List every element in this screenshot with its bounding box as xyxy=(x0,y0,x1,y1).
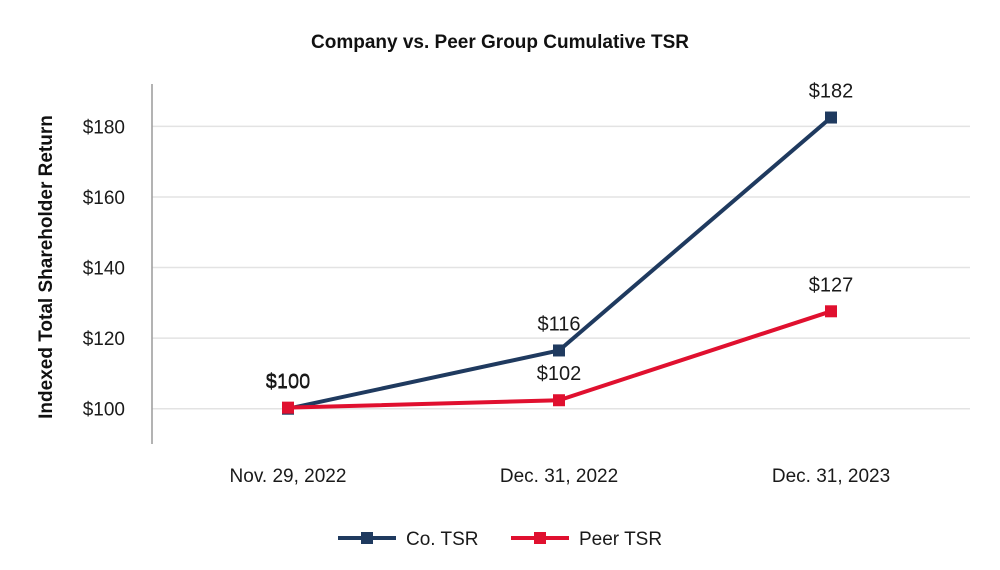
co-tsr-data-label: $116 xyxy=(537,313,580,335)
peer-tsr-marker xyxy=(553,394,565,407)
chart-title: Company vs. Peer Group Cumulative TSR xyxy=(311,32,689,53)
x-tick-label: Dec. 31, 2023 xyxy=(772,466,890,487)
legend-label: Peer TSR xyxy=(579,529,662,550)
co-tsr-data-label: $182 xyxy=(809,81,854,103)
peer-tsr-data-label: $100 xyxy=(266,371,311,393)
y-tick-label: $160 xyxy=(83,188,125,209)
co-tsr-marker xyxy=(825,111,837,124)
peer-tsr-data-label: $102 xyxy=(537,363,582,385)
co-tsr-marker xyxy=(553,344,565,357)
legend-item-peer-tsr[interactable]: Peer TSR xyxy=(511,529,662,550)
legend-marker-swatch xyxy=(361,532,373,544)
peer-tsr-marker xyxy=(282,401,294,414)
co-tsr-data-label: $100 xyxy=(266,372,311,394)
y-tick-label: $100 xyxy=(83,400,125,421)
x-tick-label: Nov. 29, 2022 xyxy=(230,466,347,487)
legend: Co. TSR Peer TSR xyxy=(338,529,662,550)
y-axis-label: Indexed Total Shareholder Return xyxy=(36,115,57,419)
legend-item-co-tsr[interactable]: Co. TSR xyxy=(338,529,479,550)
data-labels: $100$116$182$100 $102$127 xyxy=(266,81,854,394)
y-tick-labels: $100 $120 $140 $160 $180 xyxy=(83,117,125,420)
x-tick-labels: Nov. 29, 2022 Dec. 31, 2022 Dec. 31, 2023 xyxy=(230,466,891,487)
legend-marker-swatch xyxy=(534,532,546,544)
x-tick-label: Dec. 31, 2022 xyxy=(500,466,618,487)
y-tick-label: $180 xyxy=(83,117,125,138)
series-layer xyxy=(282,111,837,415)
peer-tsr-marker xyxy=(825,305,837,318)
gridlines xyxy=(152,125,970,410)
y-tick-label: $120 xyxy=(83,329,125,350)
peer-tsr-data-label: $127 xyxy=(809,274,854,296)
y-tick-label: $140 xyxy=(83,259,125,280)
legend-label: Co. TSR xyxy=(406,529,479,550)
